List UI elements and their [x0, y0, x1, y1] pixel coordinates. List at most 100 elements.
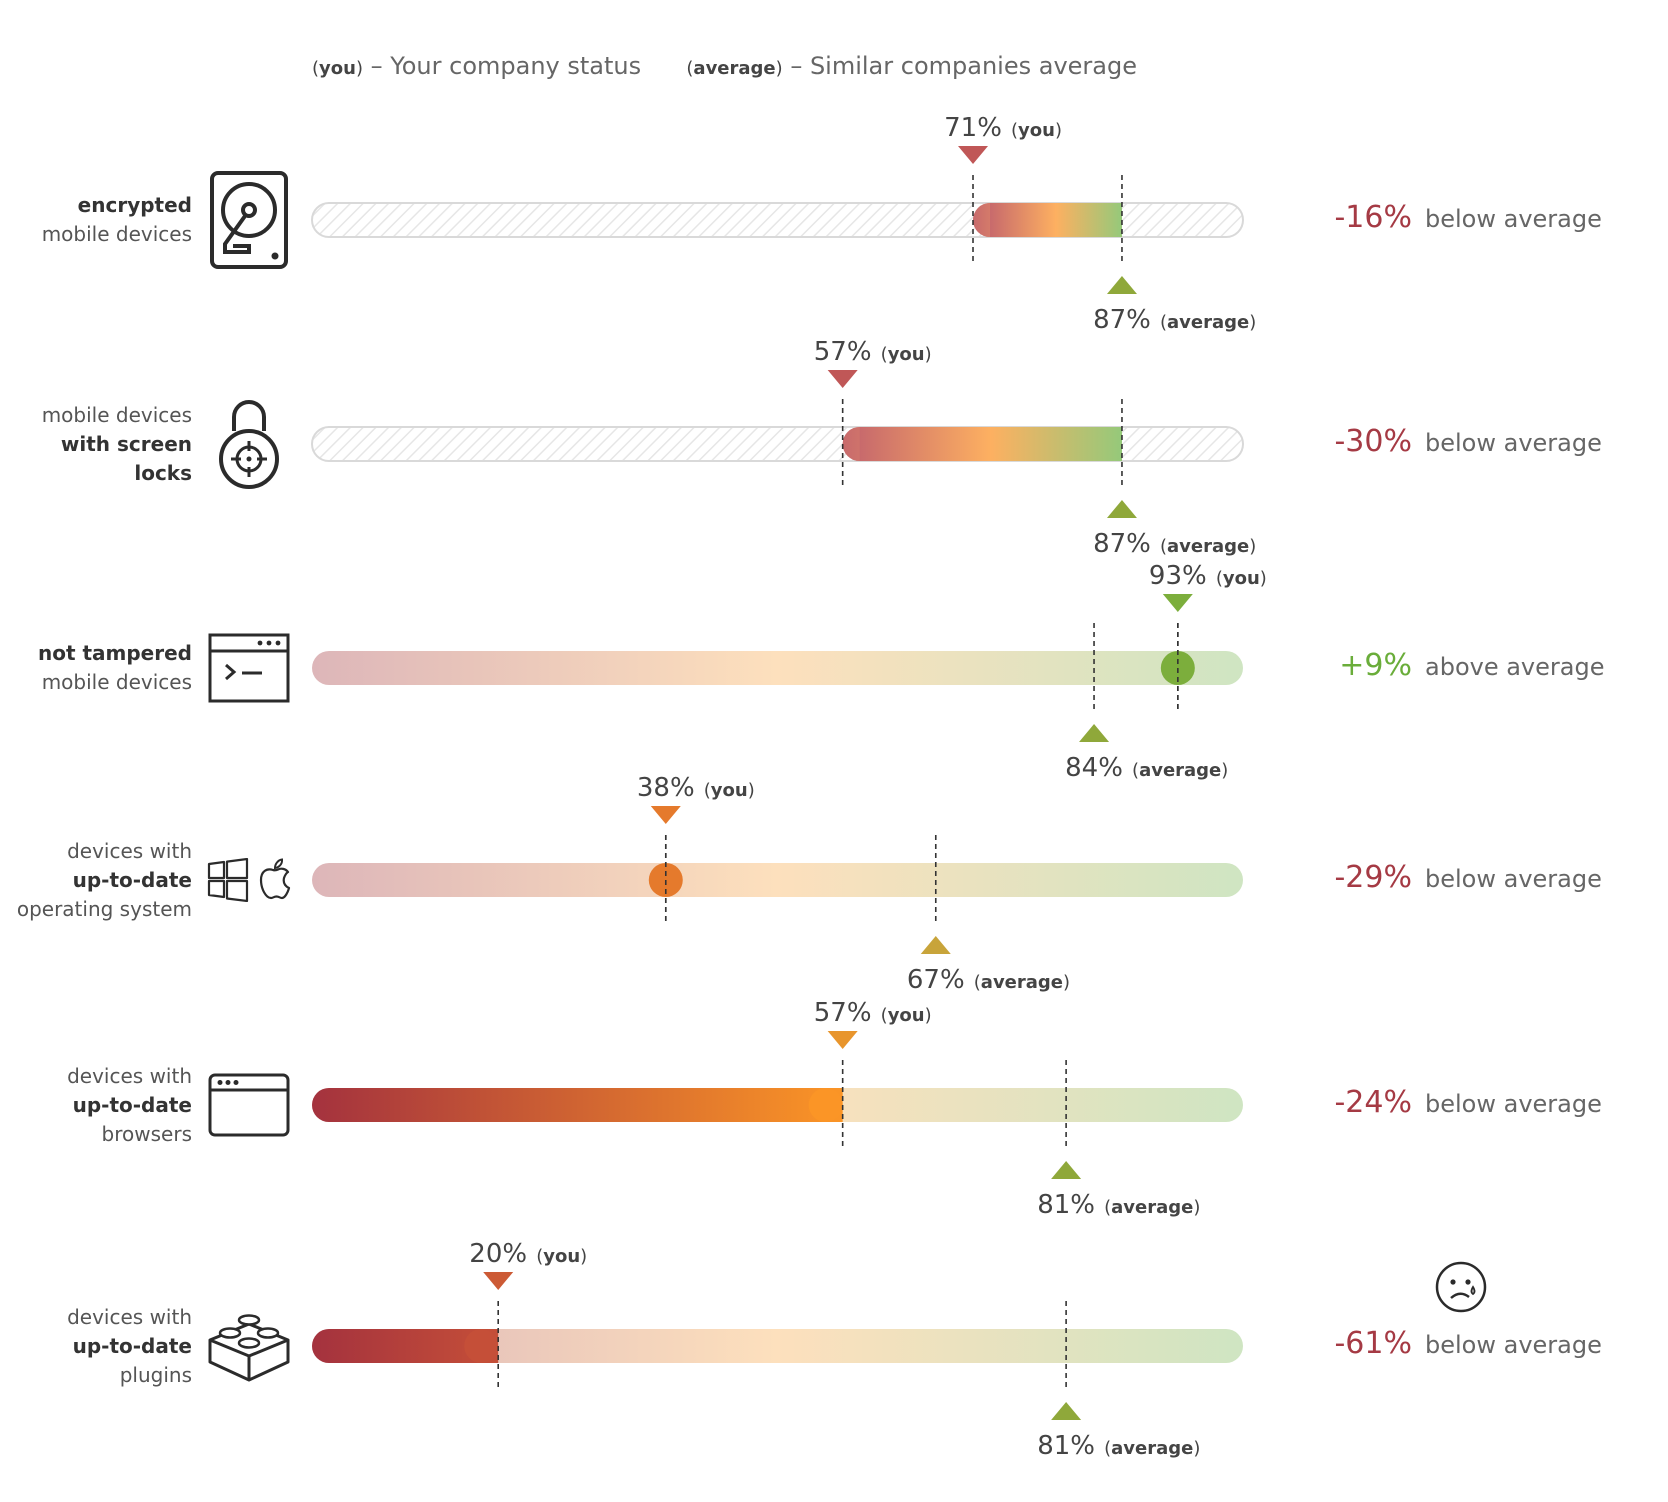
comparison-text: below average	[1425, 1090, 1602, 1118]
you-label-value: 93%	[1149, 561, 1207, 591]
padlock-icon	[217, 399, 281, 493]
metric-label: encrypted mobile devices	[42, 191, 192, 249]
average-triangle-marker	[1106, 276, 1137, 294]
metric-row: devices with up-to-date browsers 57% (you) 81…	[0, 998, 1668, 1220]
you-fill-bar	[312, 1329, 499, 1363]
metric-bar-chart: 20% (you) 81% (average)	[312, 1239, 1243, 1461]
comparison-text: below average	[1425, 205, 1602, 233]
metric-label-line: devices with	[67, 1063, 192, 1088]
you-label-tag: (you)	[881, 1005, 932, 1026]
metric-bar-chart: 93% (you) 84% (average)	[312, 561, 1267, 783]
average-label-value: 81%	[1037, 1431, 1095, 1461]
bar-track	[312, 863, 1243, 897]
legend-you-tag: (you)	[312, 58, 363, 79]
metric-bar-chart: 38% (you) 67% (average)	[312, 773, 1243, 995]
lego-brick-icon	[208, 1310, 290, 1386]
you-fill-bar-cap	[808, 1088, 843, 1122]
average-label-value: 87%	[1093, 305, 1151, 335]
bar-track	[312, 651, 1243, 685]
metric-bar-chart: 71% (you) 87% (average)	[311, 113, 1256, 335]
difference-value: -30%	[1334, 424, 1412, 459]
metric-label-line: not tampered	[37, 641, 192, 665]
legend-you-text: – Your company status	[370, 52, 642, 80]
legend-average-text: – Similar companies average	[790, 52, 1137, 80]
you-triangle-marker	[650, 806, 681, 824]
gap-range-bar-body	[859, 427, 1122, 461]
metric-label: mobile devices with screen locks	[42, 401, 192, 488]
you-triangle-marker	[483, 1272, 514, 1290]
gap-range-bar-body	[990, 203, 1122, 237]
you-label-value: 57%	[814, 337, 872, 367]
browser-window-icon	[208, 1073, 290, 1141]
average-label-value: 81%	[1037, 1190, 1095, 1220]
you-label-tag: (you)	[881, 344, 932, 365]
difference-value: -29%	[1334, 860, 1412, 895]
metric-row: not tampered mobile devices 93% (you) 84% (av…	[0, 561, 1668, 783]
terminal-icon	[208, 633, 290, 707]
metric-label-line: up-to-date	[72, 1092, 192, 1117]
you-label-value: 57%	[814, 998, 872, 1028]
you-label-value: 38%	[637, 773, 695, 803]
average-triangle-marker	[1079, 724, 1110, 742]
average-label-tag: (average)	[1160, 536, 1256, 557]
you-triangle-marker	[827, 1031, 858, 1049]
average-triangle-marker	[1051, 1161, 1082, 1179]
metric-label: not tampered mobile devices	[38, 639, 192, 697]
metric-label-line: devices with	[67, 838, 192, 863]
average-label-tag: (average)	[1104, 1438, 1200, 1459]
you-triangle-marker	[958, 146, 989, 164]
metric-label: devices with up-to-date plugins	[67, 1303, 192, 1390]
metric-label-line: mobile devices	[41, 222, 192, 246]
average-label-tag: (average)	[974, 972, 1070, 993]
you-label-tag: (you)	[536, 1246, 587, 1267]
metric-row: devices with up-to-date plugins 20% (you) 81%…	[0, 1239, 1668, 1461]
legend-average-tag: (average)	[686, 58, 783, 79]
metric-label-line: mobile devices	[41, 402, 192, 427]
metric-row: mobile devices with screen locks 57% (you) 87…	[0, 337, 1668, 559]
metric-bar-chart: 57% (you) 87% (average)	[311, 337, 1256, 559]
metric-label-line: mobile devices	[41, 670, 192, 694]
you-triangle-marker	[1162, 594, 1193, 612]
metric-label: devices with up-to-date operating system	[17, 837, 192, 924]
average-triangle-marker	[1051, 1402, 1082, 1420]
difference-value: +9%	[1339, 648, 1412, 683]
hard-drive-icon	[209, 170, 289, 274]
you-label-value: 20%	[469, 1239, 527, 1269]
metric-label-line: up-to-date	[72, 867, 192, 892]
metric-label-line: locks	[134, 460, 192, 485]
average-label-tag: (average)	[1104, 1197, 1200, 1218]
metric-label-line: devices with	[67, 1304, 192, 1329]
bar-track	[312, 1329, 1243, 1363]
metric-label: devices with up-to-date browsers	[67, 1062, 192, 1149]
legend: (you) – Your company status (average) – …	[312, 52, 1137, 80]
metric-label-line: operating system	[16, 896, 192, 921]
you-label-tag: (you)	[1216, 568, 1267, 589]
difference-value: -61%	[1334, 1326, 1412, 1361]
metric-row: encrypted mobile devices 71% (you) 87% (avera…	[0, 113, 1668, 335]
average-label-value: 84%	[1065, 753, 1123, 783]
metric-label-line: with screen	[60, 431, 192, 456]
metric-label-line: plugins	[119, 1362, 192, 1387]
you-triangle-marker	[827, 370, 858, 388]
average-label-tag: (average)	[1132, 760, 1228, 781]
you-fill-bar	[312, 1088, 843, 1122]
average-triangle-marker	[1106, 500, 1137, 518]
windows-apple-icon	[207, 857, 291, 906]
difference-value: -16%	[1334, 200, 1412, 235]
you-label-value: 71%	[944, 113, 1002, 143]
metric-bar-chart: 57% (you) 81% (average)	[312, 998, 1243, 1220]
average-triangle-marker	[920, 936, 951, 954]
you-label-tag: (you)	[1011, 120, 1062, 141]
sad-face-icon	[1435, 1261, 1487, 1317]
comparison-text: below average	[1425, 865, 1602, 893]
metric-label-line: browsers	[101, 1121, 192, 1146]
average-label-tag: (average)	[1160, 312, 1256, 333]
comparison-text: below average	[1425, 1331, 1602, 1359]
average-label-value: 67%	[907, 965, 965, 995]
you-fill-bar-cap	[464, 1329, 499, 1363]
you-label-tag: (you)	[704, 780, 755, 801]
comparison-text: below average	[1425, 429, 1602, 457]
metric-label-line: up-to-date	[72, 1333, 192, 1358]
metric-row: devices with up-to-date operating system 38…	[0, 773, 1668, 995]
